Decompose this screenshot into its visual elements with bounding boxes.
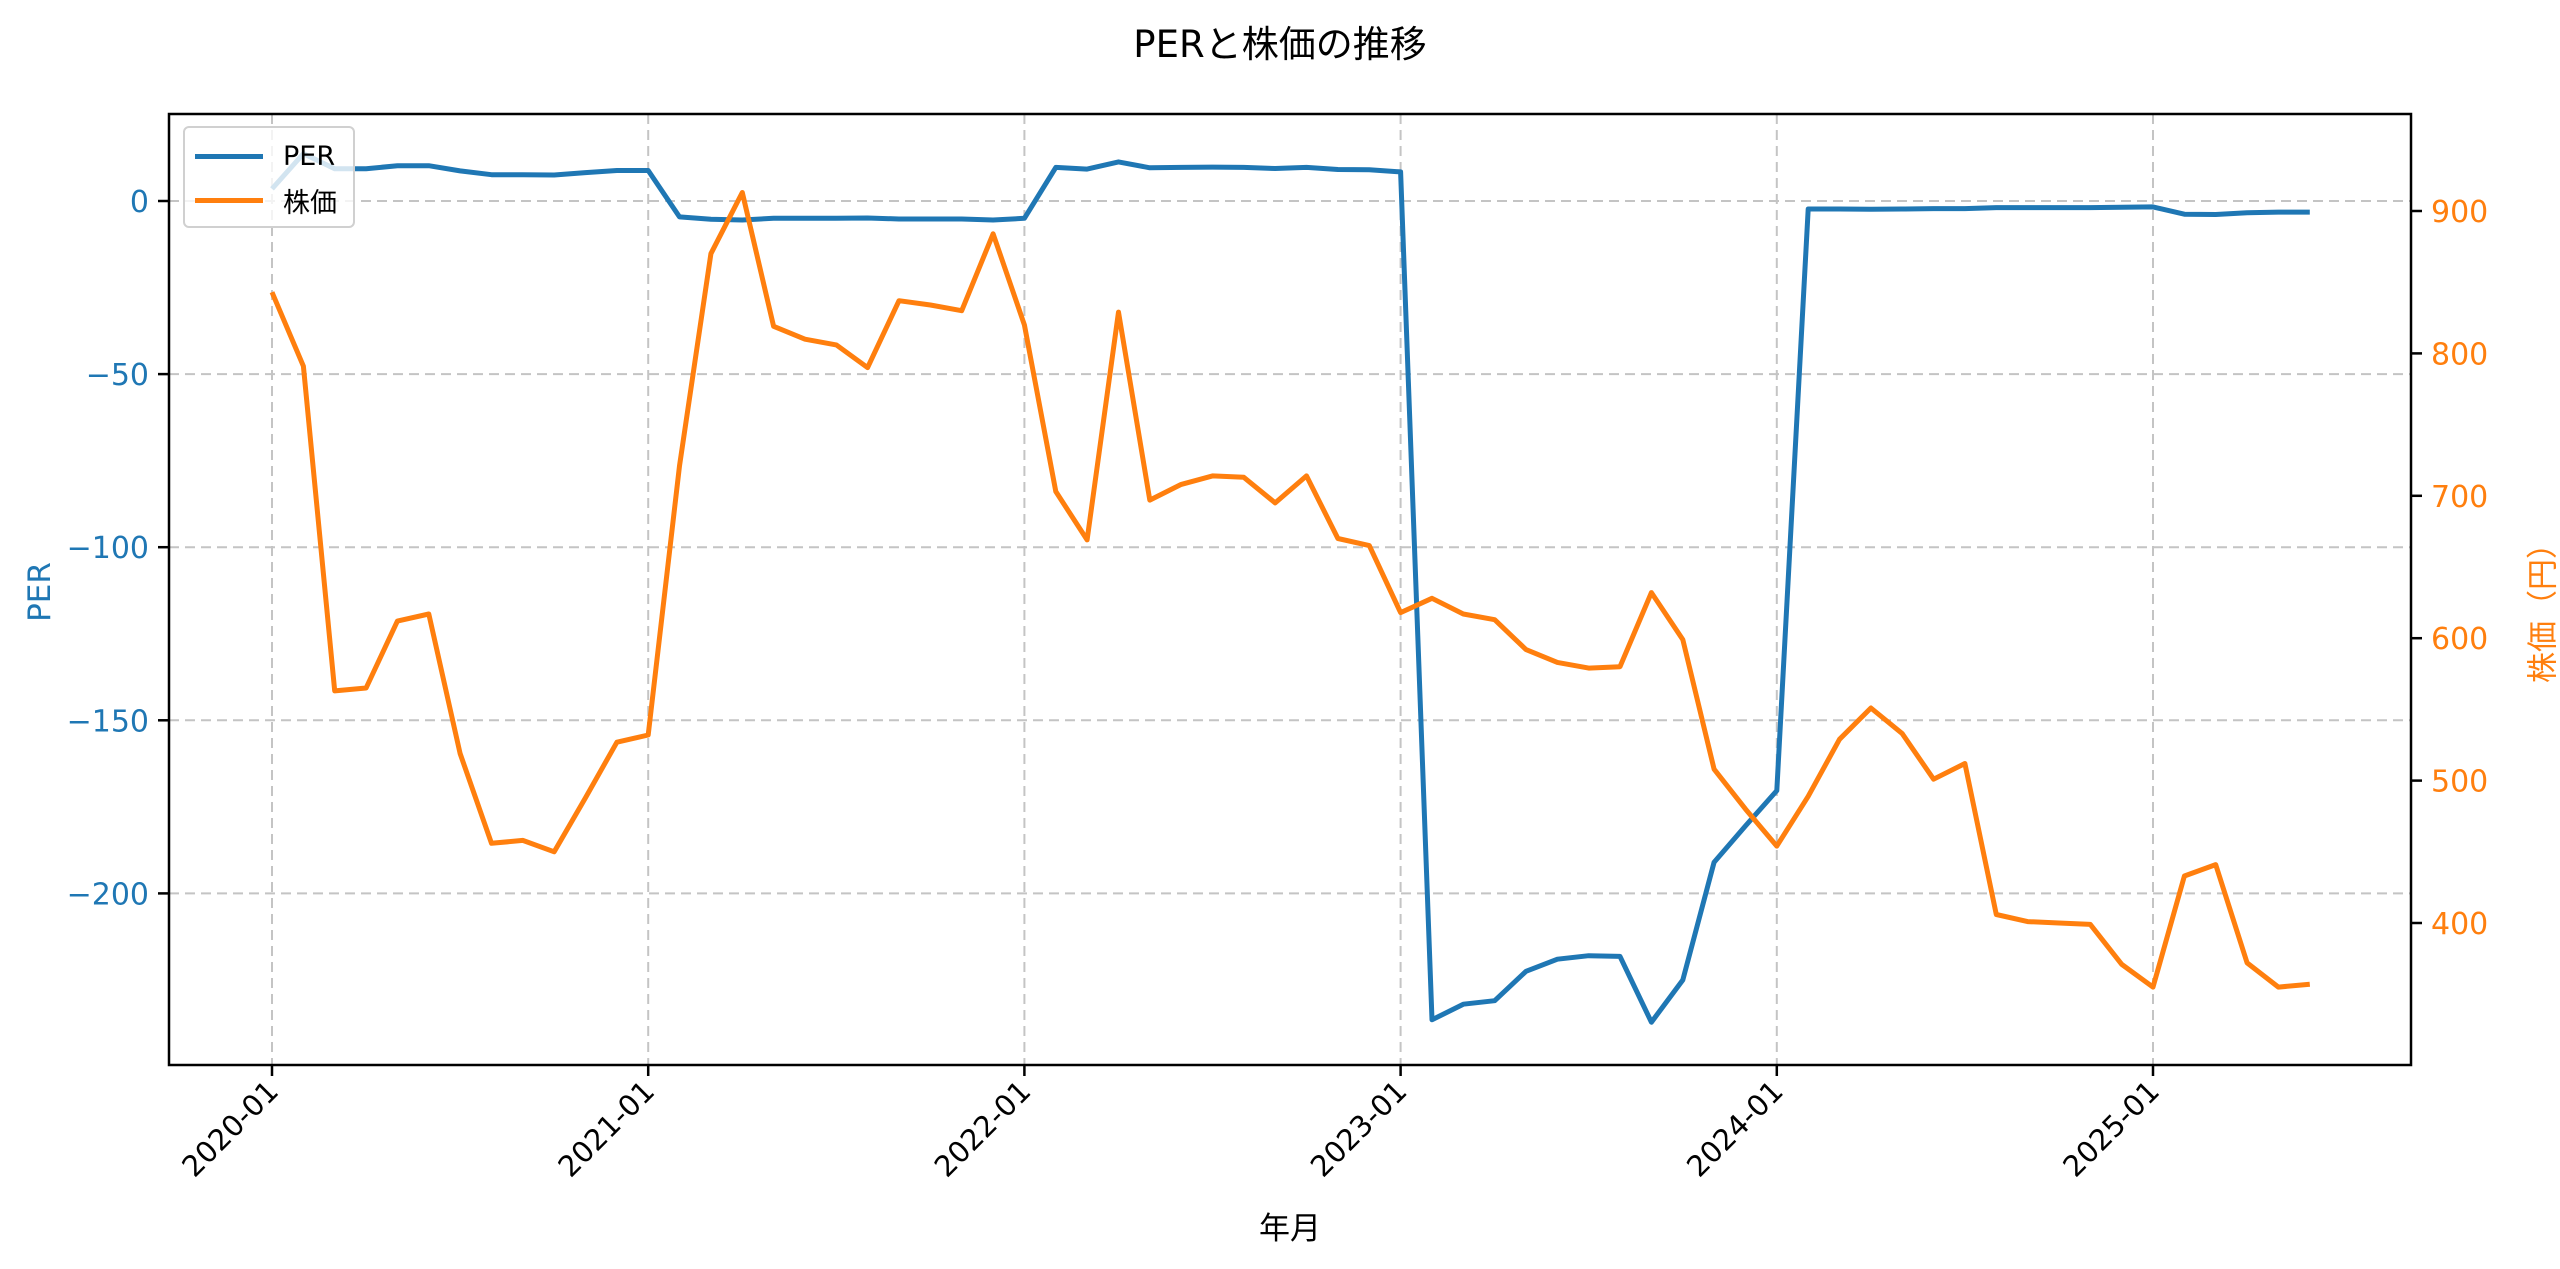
series-line-per — [270, 151, 2310, 1025]
legend-label-per: PER — [283, 140, 336, 172]
x-tick-label: 2025-01 — [2056, 1074, 2166, 1184]
plot-frame — [167, 112, 2413, 1067]
y-left-tick-label: 0 — [130, 185, 149, 220]
legend-line-per-icon — [195, 153, 263, 159]
y-right-tick-label: 600 — [2431, 622, 2488, 657]
legend-item-per: PER — [195, 136, 335, 176]
series-line-price — [269, 190, 2311, 990]
legend-label-price: 株価 — [283, 187, 337, 219]
x-axis-ticks: 2020-01 2021-01 2022-01 2023-01 2024-01 2025-… — [175, 1065, 2166, 1184]
legend-item-price: 株価 — [195, 180, 337, 220]
y-left-tick-label: −50 — [86, 358, 149, 393]
legend: PER 株価 — [183, 126, 355, 228]
y-right-tick-label: 700 — [2431, 480, 2488, 515]
y-axis-left-ticks: 0 −50 −100 −150 −200 — [67, 185, 169, 912]
x-axis-label: 年月 — [1259, 1211, 1321, 1247]
y-right-tick-label: 400 — [2431, 907, 2488, 942]
y-left-tick-label: −200 — [67, 877, 149, 912]
chart-title: PERと株価の推移 — [1133, 23, 1427, 66]
x-tick-label: 2021-01 — [551, 1074, 661, 1184]
y-axis-left-label: PER — [22, 562, 58, 622]
legend-line-price-icon — [195, 197, 263, 203]
y-right-tick-label: 900 — [2431, 195, 2488, 230]
y-axis-right-ticks: 900 800 700 600 500 400 — [2411, 195, 2488, 942]
grid-lines — [169, 114, 2411, 1065]
y-right-tick-label: 500 — [2431, 765, 2488, 800]
x-tick-label: 2020-01 — [175, 1074, 285, 1184]
y-left-tick-label: −150 — [67, 704, 149, 739]
x-tick-label: 2022-01 — [928, 1074, 1038, 1184]
y-axis-right-label: 株価（円） — [2525, 528, 2560, 683]
y-left-tick-label: −100 — [67, 531, 149, 566]
y-right-tick-label: 800 — [2431, 337, 2488, 372]
data-series — [269, 151, 2311, 1025]
x-tick-label: 2024-01 — [1680, 1074, 1790, 1184]
x-tick-label: 2023-01 — [1304, 1074, 1414, 1184]
